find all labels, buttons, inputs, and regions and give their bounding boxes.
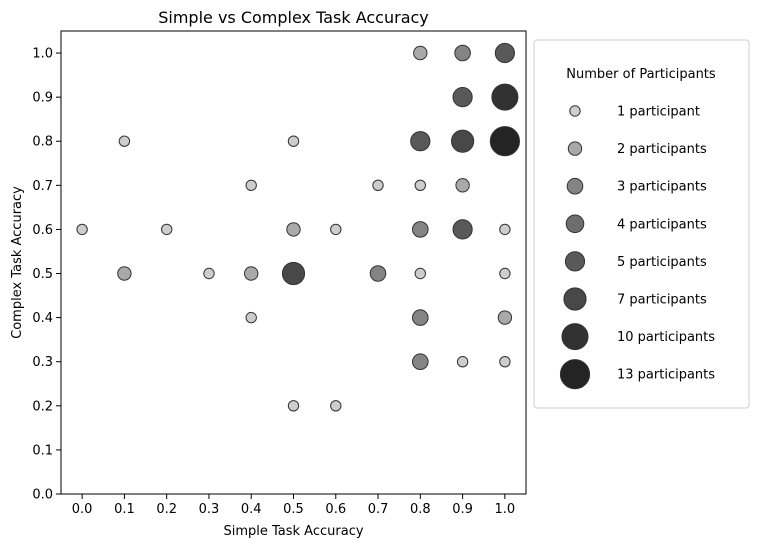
legend-label: 13 participants [617, 368, 715, 383]
x-tick-label: 0.4 [241, 502, 262, 517]
legend: Number of Participants 1 participant 2 pa… [533, 39, 750, 409]
legend-marker [567, 141, 583, 156]
data-point [499, 267, 511, 280]
legend-label: 7 participants [617, 293, 707, 308]
legend-marker [559, 359, 591, 390]
data-point [499, 356, 511, 368]
data-point [372, 179, 384, 192]
data-point [369, 265, 387, 282]
y-tick-label: 0.7 [32, 179, 53, 194]
x-tick-label: 1.0 [495, 502, 516, 517]
y-tick-label: 0.8 [32, 135, 53, 150]
legend-label: 3 participants [617, 180, 707, 195]
data-point [414, 267, 426, 280]
data-point [287, 400, 300, 412]
y-tick-label: 1.0 [32, 47, 53, 62]
data-point [412, 353, 429, 371]
y-tick-label: 0.0 [32, 488, 53, 503]
legend-marker [561, 323, 589, 351]
data-point [287, 135, 300, 147]
axis-ticks: 0.0 0.1 0.2 0.3 0.4 0.5 0.6 0.7 0.8 0.9 1.0 0.0 0.1 0… [32, 47, 515, 517]
data-point [455, 178, 470, 193]
data-point [76, 223, 88, 236]
x-tick-label: 0.0 [72, 502, 93, 517]
x-tick-label: 0.5 [283, 502, 304, 517]
y-tick-label: 0.2 [32, 399, 53, 414]
x-tick-label: 0.6 [325, 502, 346, 517]
data-point [161, 223, 173, 236]
y-tick-label: 0.1 [32, 443, 53, 458]
data-point [456, 356, 469, 368]
legend-label: 1 participant [617, 105, 700, 120]
data-point [452, 219, 473, 240]
data-point [499, 223, 511, 236]
legend-marker [565, 214, 585, 234]
x-tick-label: 0.7 [368, 502, 389, 517]
data-point [414, 179, 426, 192]
data-point [454, 44, 471, 62]
chart-title: Simple vs Complex Task Accuracy [158, 8, 429, 27]
data-point [412, 309, 429, 326]
legend-box [533, 39, 750, 409]
legend-label: 2 participants [617, 142, 707, 157]
y-axis-label: Complex Task Accuracy [10, 186, 25, 339]
legend-label: 10 participants [617, 330, 715, 345]
data-point [281, 261, 306, 286]
x-tick-label: 0.9 [452, 502, 473, 517]
data-point [413, 45, 428, 61]
data-point [451, 129, 475, 153]
data-point [497, 310, 513, 325]
legend-marker [564, 251, 586, 272]
data-point [286, 222, 301, 237]
data-point [410, 131, 431, 152]
data-point [412, 221, 429, 238]
x-tick-label: 0.2 [156, 502, 177, 517]
data-point [245, 311, 257, 324]
y-tick-label: 0.9 [32, 91, 53, 106]
x-tick-label: 0.8 [410, 502, 431, 517]
legend-label: 4 participants [617, 217, 707, 232]
data-point [491, 83, 519, 111]
legend-marker [566, 177, 584, 195]
legend-title: Number of Participants [566, 67, 716, 82]
x-axis-label: Simple Task Accuracy [223, 524, 363, 539]
data-point [330, 400, 342, 412]
legend-entries: 1 participant 2 participants 3 participant… [559, 105, 715, 390]
plot-area [76, 42, 520, 412]
legend-label: 5 participants [617, 255, 707, 270]
data-point [118, 135, 131, 147]
x-tick-label: 0.1 [114, 502, 135, 517]
data-point [330, 223, 342, 236]
legend-marker [569, 105, 581, 117]
data-point [494, 42, 515, 64]
data-point [452, 87, 473, 108]
y-tick-label: 0.5 [32, 267, 53, 282]
data-point [203, 267, 215, 280]
x-tick-label: 0.3 [199, 502, 220, 517]
y-tick-label: 0.3 [32, 355, 53, 370]
data-point [117, 266, 132, 281]
legend-marker [563, 287, 587, 311]
data-point [245, 179, 257, 192]
data-point [244, 266, 259, 281]
y-tick-label: 0.6 [32, 223, 53, 238]
data-point [489, 126, 520, 157]
y-tick-label: 0.4 [32, 311, 53, 326]
